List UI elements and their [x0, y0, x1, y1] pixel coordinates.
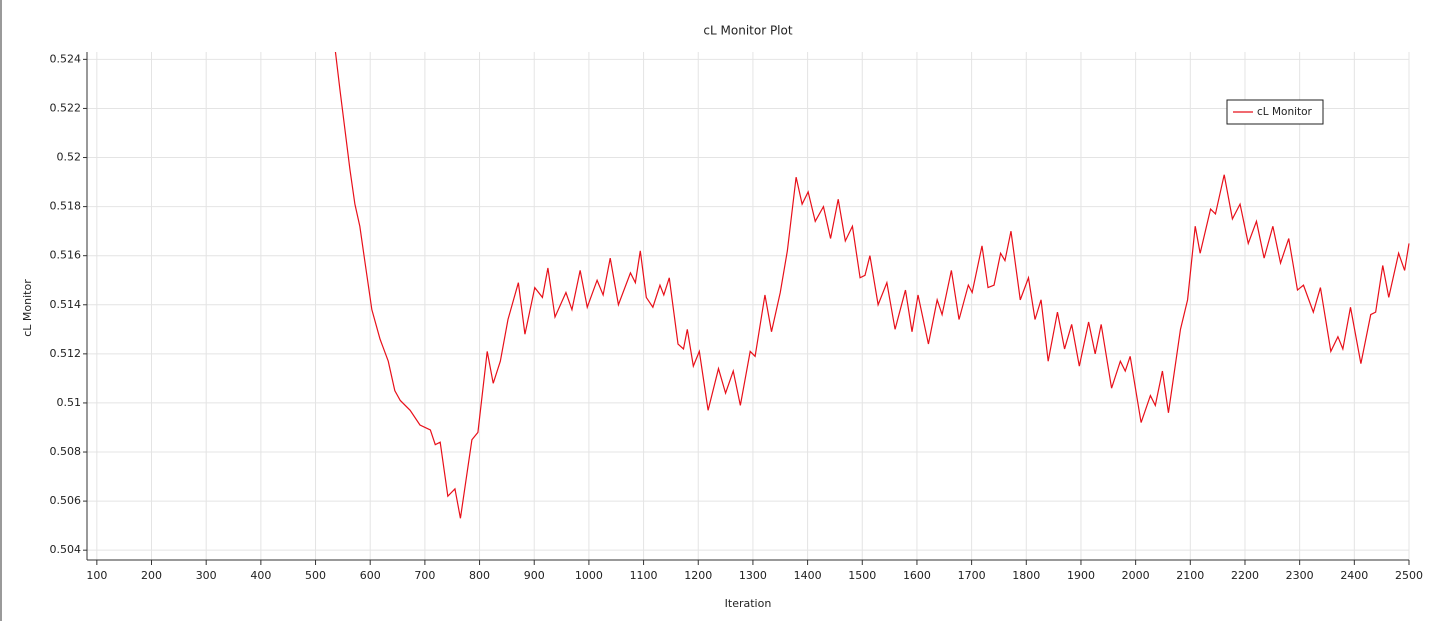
y-tick-label: 0.524 — [50, 52, 82, 65]
y-tick-label: 0.508 — [50, 445, 82, 458]
x-tick-label: 1800 — [1012, 569, 1040, 582]
x-tick-label: 900 — [524, 569, 545, 582]
x-tick-label: 1700 — [958, 569, 986, 582]
x-tick-label: 1200 — [684, 569, 712, 582]
x-tick-label: 1500 — [848, 569, 876, 582]
x-tick-label: 500 — [305, 569, 326, 582]
x-axis-label: Iteration — [725, 597, 772, 610]
y-tick-label: 0.512 — [50, 347, 82, 360]
x-tick-label: 300 — [196, 569, 217, 582]
x-tick-label: 600 — [360, 569, 381, 582]
x-tick-label: 2400 — [1340, 569, 1368, 582]
x-tick-label: 800 — [469, 569, 490, 582]
x-tick-label: 1300 — [739, 569, 767, 582]
y-tick-label: 0.518 — [50, 200, 82, 213]
y-tick-label: 0.51 — [57, 396, 82, 409]
x-tick-label: 2300 — [1286, 569, 1314, 582]
x-tick-label: 100 — [86, 569, 107, 582]
x-tick-label: 2200 — [1231, 569, 1259, 582]
x-tick-label: 200 — [141, 569, 162, 582]
x-tick-label: 1000 — [575, 569, 603, 582]
x-tick-label: 700 — [414, 569, 435, 582]
x-tick-label: 1600 — [903, 569, 931, 582]
y-tick-label: 0.522 — [50, 101, 82, 114]
y-tick-label: 0.52 — [57, 151, 82, 164]
x-tick-label: 400 — [250, 569, 271, 582]
x-tick-label: 1900 — [1067, 569, 1095, 582]
window-edge — [0, 0, 2, 621]
y-tick-label: 0.516 — [50, 249, 82, 262]
x-tick-label: 2000 — [1122, 569, 1150, 582]
y-axis-label: cL Monitor — [21, 279, 34, 337]
x-tick-label: 2500 — [1395, 569, 1423, 582]
y-tick-label: 0.514 — [50, 298, 82, 311]
chart-title: cL Monitor Plot — [703, 24, 792, 38]
y-tick-label: 0.506 — [50, 494, 82, 507]
x-tick-label: 1400 — [794, 569, 822, 582]
series-line — [334, 52, 1410, 519]
y-tick-label: 0.504 — [50, 543, 82, 556]
legend-label: cL Monitor — [1257, 106, 1313, 118]
x-tick-label: 1100 — [630, 569, 658, 582]
x-tick-label: 2100 — [1176, 569, 1204, 582]
